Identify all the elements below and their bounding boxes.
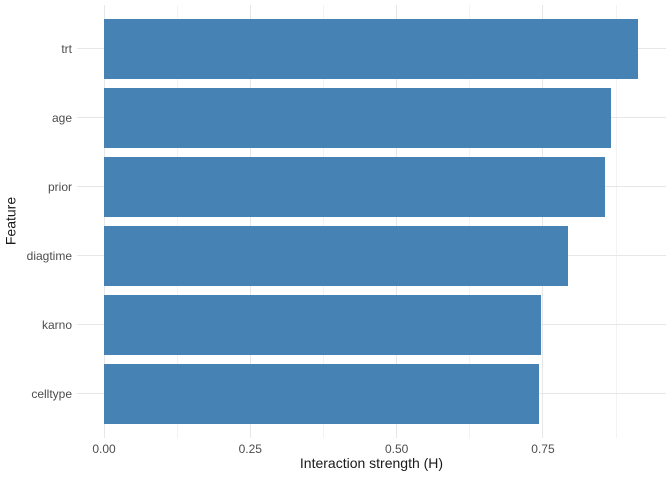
x-axis-title: Interaction strength (H) <box>299 455 444 471</box>
plot-panel <box>77 5 666 438</box>
gridline-x-minor <box>176 5 178 438</box>
y-tick-label-age: age <box>51 110 72 125</box>
gridline-x-major <box>103 5 105 438</box>
y-tick-label-karno: karno <box>41 317 72 332</box>
y-tick-label-trt: trt <box>61 41 72 56</box>
bar-diagtime <box>104 225 569 286</box>
bar-age <box>104 87 611 148</box>
gridline-x-minor <box>322 5 324 438</box>
gridline-x-major <box>249 5 251 438</box>
y-tick-label-diagtime: diagtime <box>26 248 72 263</box>
x-tick-label-0.75: 0.75 <box>531 442 555 456</box>
y-tick-label-prior: prior <box>47 179 72 194</box>
gridline-x-major <box>396 5 398 438</box>
bar-karno <box>104 294 542 355</box>
x-tick-label-0.25: 0.25 <box>238 442 262 456</box>
x-tick-label-0.00: 0.00 <box>92 442 116 456</box>
y-tick-label-celltype: celltype <box>31 386 72 401</box>
bar-prior <box>104 156 606 217</box>
bar-celltype <box>104 363 539 424</box>
y-axis-title-text: Feature <box>2 196 19 246</box>
gridline-x-minor <box>615 5 617 438</box>
gridline-x-minor <box>469 5 471 438</box>
gridline-x-major <box>542 5 544 438</box>
bar-trt <box>104 18 638 79</box>
x-tick-label-0.50: 0.50 <box>384 442 409 456</box>
